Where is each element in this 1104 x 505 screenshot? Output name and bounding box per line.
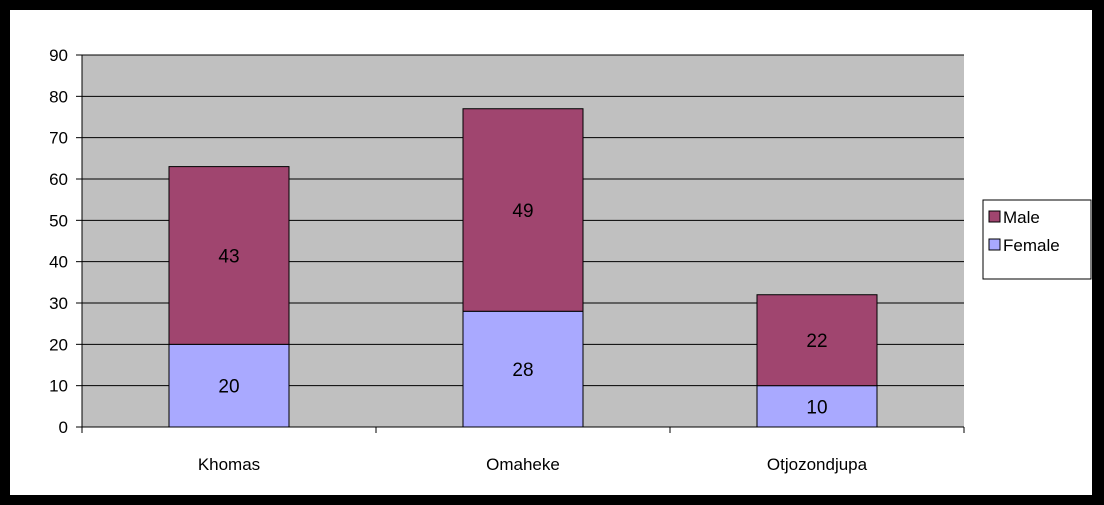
data-label: 22: [806, 331, 827, 352]
bar-male-khomas: [168, 166, 290, 345]
y-tick-label: 70: [49, 129, 68, 148]
data-label: 49: [512, 201, 533, 222]
data-label: 28: [512, 360, 533, 381]
y-tick-label: 60: [49, 170, 68, 189]
data-label: 43: [218, 246, 239, 267]
y-tick-label: 20: [49, 335, 68, 354]
x-category-label: Khomas: [198, 455, 260, 474]
y-tick-label: 90: [49, 46, 68, 65]
y-tick-label: 30: [49, 294, 68, 313]
legend-swatch-male: [988, 210, 1001, 223]
axes: 0 10 20 30 40 50 60 70 80 90 Khomas Omaheke Otjozond…: [49, 46, 965, 474]
bar-male-omaheke: [462, 108, 584, 312]
y-tick-label: 50: [49, 211, 68, 230]
bar-female-omaheke: [462, 310, 584, 428]
x-category-label: Otjozondjupa: [767, 455, 868, 474]
data-label: 10: [806, 397, 827, 418]
bar-male-otjozondjupa: [756, 294, 878, 387]
legend-box: [982, 199, 1092, 280]
x-category-label: Omaheke: [486, 455, 560, 474]
data-label: 20: [218, 377, 239, 398]
y-tick-label: 0: [59, 418, 68, 437]
y-tick-label: 40: [49, 253, 68, 272]
legend-swatch-female: [988, 238, 1001, 251]
bars: 20 43 28 49 10 22: [168, 108, 878, 428]
legend-label-female: Female: [1003, 236, 1060, 255]
y-tick-label: 10: [49, 377, 68, 396]
legend-label-male: Male: [1003, 208, 1040, 227]
legend: Male Female: [982, 199, 1092, 280]
y-tick-label: 80: [49, 87, 68, 106]
